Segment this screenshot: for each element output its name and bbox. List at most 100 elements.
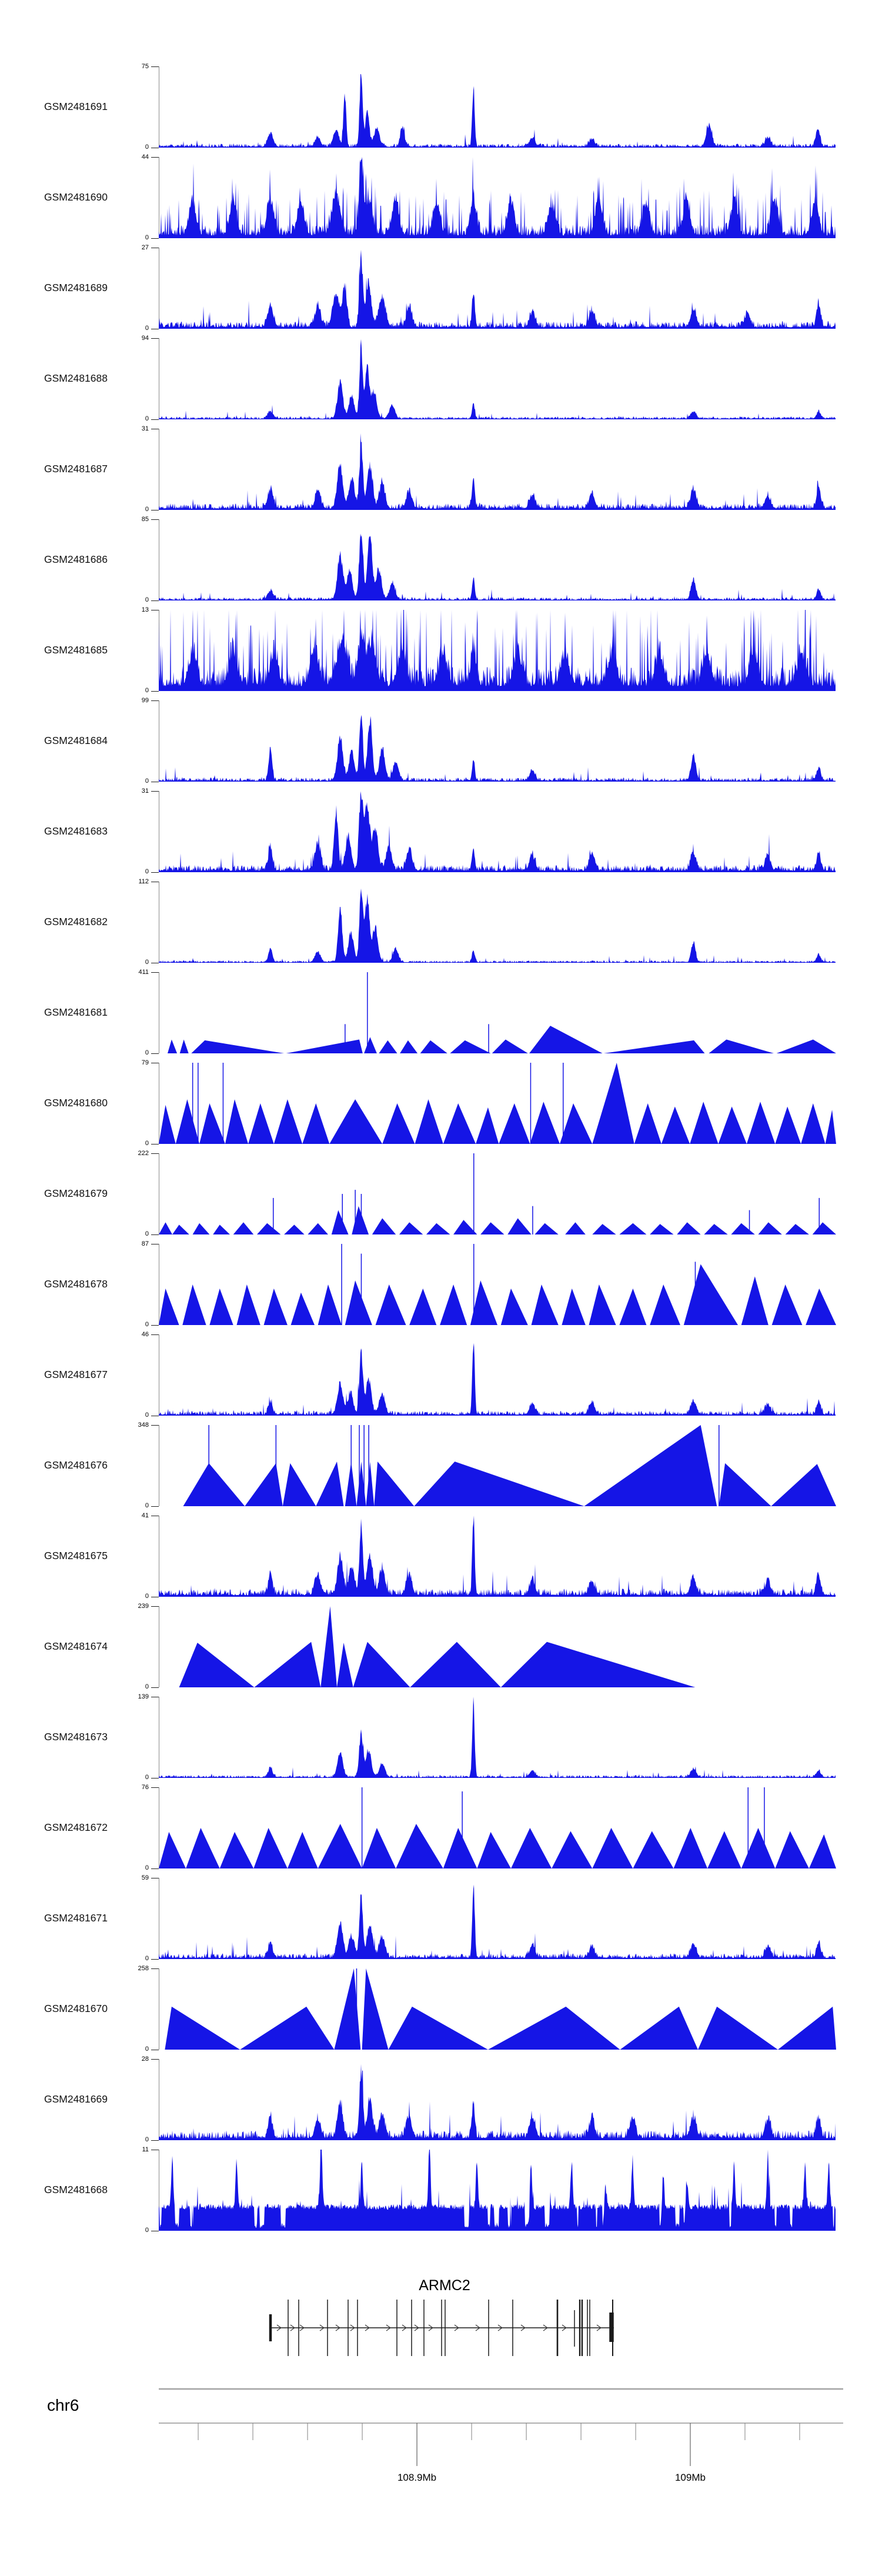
y-axis-max-label: 79	[141, 1059, 149, 1066]
tick-bottom	[151, 1868, 159, 1869]
y-axis-zero-label: 0	[145, 1412, 149, 1419]
coverage-waveform	[159, 339, 836, 419]
track-sample-label: GSM2481681	[44, 1006, 108, 1018]
tick-bottom	[151, 872, 159, 873]
coverage-waveform	[159, 2150, 836, 2231]
coverage-waveform	[179, 1606, 696, 1687]
coverage-waveform	[159, 1244, 836, 1325]
y-axis-zero-label: 0	[145, 506, 149, 513]
tick-bottom	[151, 600, 159, 601]
strand-arrow-icon	[290, 2324, 296, 2331]
coverage-waveform	[159, 74, 836, 148]
track-sample-label: GSM2481676	[44, 1459, 108, 1471]
tick-top	[151, 66, 159, 67]
coverage-waveform	[168, 972, 836, 1053]
strand-arrow-icon	[475, 2324, 481, 2331]
coverage-waveform	[159, 533, 836, 600]
y-axis-max-label: 46	[141, 1331, 149, 1338]
tick-top	[151, 1606, 159, 1607]
tick-bottom	[151, 1324, 159, 1326]
track-sample-label: GSM2481688	[44, 372, 108, 384]
y-axis-zero-label: 0	[145, 415, 149, 422]
y-axis-max-label: 85	[141, 516, 149, 523]
y-axis-max-label: 27	[141, 244, 149, 251]
tick-top	[151, 700, 159, 701]
gene-model-armc2	[269, 2300, 614, 2356]
strand-arrow-icon	[414, 2324, 420, 2331]
y-axis-zero-label: 0	[145, 687, 149, 694]
y-axis-max-label: 139	[138, 1693, 149, 1700]
y-axis-max-label: 239	[138, 1603, 149, 1610]
y-axis-max-label: 411	[138, 969, 149, 976]
strand-arrow-icon	[543, 2324, 549, 2331]
tick-bottom	[151, 419, 159, 420]
y-axis-zero-label: 0	[145, 1955, 149, 1962]
y-axis-max-label: 76	[141, 1784, 149, 1791]
track-sample-label: GSM2481680	[44, 1097, 108, 1109]
strand-arrow-icon	[365, 2324, 370, 2331]
tick-top	[151, 1787, 159, 1788]
track-sample-label: GSM2481687	[44, 463, 108, 475]
coverage-waveform	[159, 157, 836, 238]
y-axis-max-label: 28	[141, 2056, 149, 2063]
track-sample-label: GSM2481677	[44, 1369, 108, 1380]
strand-arrow-icon	[299, 2324, 305, 2331]
y-axis-zero-label: 0	[145, 596, 149, 603]
track-sample-label: GSM2481685	[44, 644, 108, 656]
strand-arrow-icon	[454, 2324, 460, 2331]
strand-arrow-icon	[350, 2324, 356, 2331]
tick-top	[151, 1968, 159, 1969]
strand-arrow-icon	[335, 2324, 341, 2331]
y-axis-max-label: 13	[141, 606, 149, 613]
y-axis-max-label: 99	[141, 697, 149, 704]
track-sample-label: GSM2481690	[44, 191, 108, 203]
y-axis-zero-label: 0	[145, 1049, 149, 1056]
track-sample-label: GSM2481673	[44, 1731, 108, 1743]
y-axis-zero-label: 0	[145, 144, 149, 151]
track-sample-label: GSM2481668	[44, 2184, 108, 2195]
strand-arrow-icon	[319, 2324, 325, 2331]
tick-top	[151, 1153, 159, 1154]
coverage-waveform	[159, 2064, 836, 2140]
tick-bottom	[151, 2140, 159, 2141]
axis-coordinate-label: 109Mb	[675, 2472, 706, 2483]
coverage-waveform	[159, 715, 836, 782]
y-axis-max-label: 112	[138, 878, 149, 885]
y-axis-zero-label: 0	[145, 1774, 149, 1781]
coverage-waveform	[159, 610, 836, 691]
tick-bottom	[151, 1506, 159, 1507]
coverage-waveform	[159, 1697, 836, 1778]
tick-top	[151, 1424, 159, 1426]
track-sample-label: GSM2481679	[44, 1187, 108, 1199]
coverage-waveform	[159, 433, 836, 510]
gene-name-label: ARMC2	[419, 2277, 470, 2294]
coverage-waveform	[159, 888, 836, 963]
track-sample-label: GSM2481683	[44, 825, 108, 837]
tick-top	[151, 519, 159, 520]
tick-top	[151, 790, 159, 792]
coverage-waveform	[159, 1516, 836, 1597]
y-axis-zero-label: 0	[145, 2227, 149, 2234]
tick-top	[151, 2058, 159, 2060]
strand-arrow-icon	[520, 2324, 526, 2331]
y-axis-max-label: 31	[141, 425, 149, 432]
tick-top	[151, 1334, 159, 1335]
coverage-waveform	[183, 1425, 836, 1506]
strand-arrow-icon	[497, 2324, 503, 2331]
track-sample-label: GSM2481689	[44, 282, 108, 293]
y-axis-max-label: 31	[141, 788, 149, 795]
y-axis-max-label: 44	[141, 154, 149, 161]
y-axis-max-label: 41	[141, 1512, 149, 1519]
tick-top	[151, 156, 159, 158]
y-axis-zero-label: 0	[145, 778, 149, 785]
y-axis-max-label: 75	[141, 63, 149, 70]
y-axis-zero-label: 0	[145, 2136, 149, 2143]
y-axis-zero-label: 0	[145, 1321, 149, 1328]
track-sample-label: GSM2481682	[44, 916, 108, 927]
y-axis-zero-label: 0	[145, 1683, 149, 1690]
tick-top	[151, 338, 159, 339]
y-axis-max-label: 59	[141, 1874, 149, 1881]
tick-bottom	[151, 1958, 159, 1960]
coverage-waveform	[159, 791, 836, 872]
